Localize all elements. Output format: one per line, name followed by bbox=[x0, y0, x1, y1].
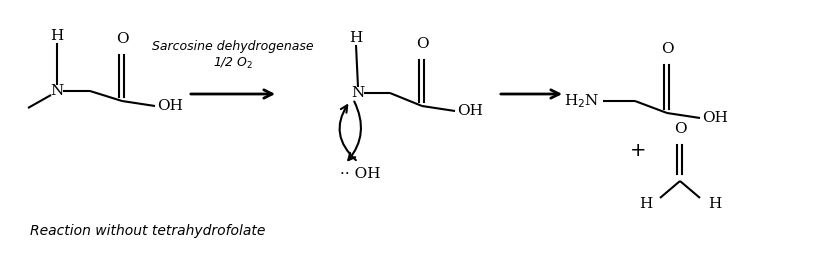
Text: ·· OH: ·· OH bbox=[340, 167, 380, 181]
Text: 1/2 O$_2$: 1/2 O$_2$ bbox=[213, 56, 253, 71]
Text: H: H bbox=[707, 197, 721, 211]
Text: O: O bbox=[660, 42, 672, 56]
Text: +: + bbox=[629, 142, 645, 161]
Text: Sarcosine dehydrogenase: Sarcosine dehydrogenase bbox=[152, 39, 314, 52]
Text: Reaction without tetrahydrofolate: Reaction without tetrahydrofolate bbox=[30, 224, 265, 238]
Text: O: O bbox=[415, 37, 428, 51]
Text: N: N bbox=[50, 84, 64, 98]
Text: O: O bbox=[115, 32, 128, 46]
Text: OH: OH bbox=[456, 104, 482, 118]
Text: N: N bbox=[351, 86, 364, 100]
Text: OH: OH bbox=[156, 99, 183, 113]
Text: H: H bbox=[638, 197, 651, 211]
Text: H: H bbox=[50, 29, 64, 43]
Text: H$_2$N: H$_2$N bbox=[563, 92, 598, 110]
Text: H: H bbox=[349, 31, 362, 45]
Text: O: O bbox=[673, 122, 686, 136]
Text: OH: OH bbox=[701, 111, 727, 125]
